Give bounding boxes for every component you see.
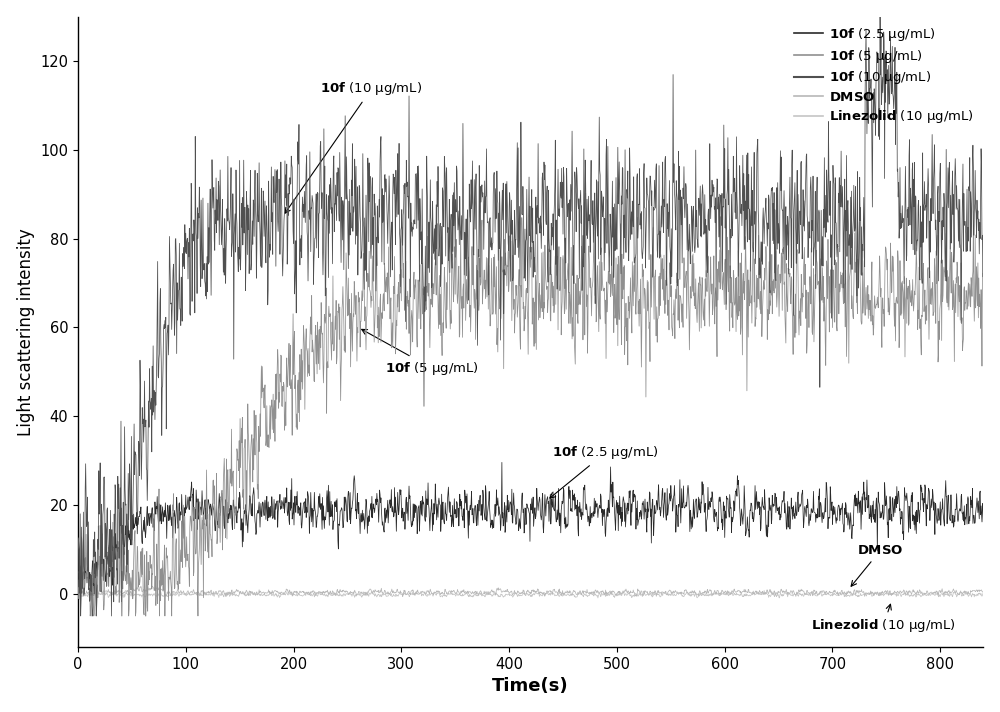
X-axis label: Time(s): Time(s): [492, 677, 569, 696]
Y-axis label: Light scattering intensity: Light scattering intensity: [17, 228, 35, 436]
Legend: $\mathbf{10f}$ (2.5 μg/mL), $\mathbf{10f}$ (5 μg/mL), $\mathbf{10f}$ (10 μg/mL),: $\mathbf{10f}$ (2.5 μg/mL), $\mathbf{10f…: [791, 23, 977, 128]
Text: $\mathbf{10f}$ (10 μg/mL): $\mathbf{10f}$ (10 μg/mL): [285, 80, 423, 213]
Text: $\mathbf{10f}$ (2.5 μg/mL): $\mathbf{10f}$ (2.5 μg/mL): [550, 444, 659, 498]
Text: $\mathbf{10f}$ (5 μg/mL): $\mathbf{10f}$ (5 μg/mL): [362, 330, 479, 377]
Text: $\mathbf{Linezolid}$ (10 μg/mL): $\mathbf{Linezolid}$ (10 μg/mL): [811, 604, 956, 634]
Text: $\mathbf{DMSO}$: $\mathbf{DMSO}$: [851, 544, 904, 586]
